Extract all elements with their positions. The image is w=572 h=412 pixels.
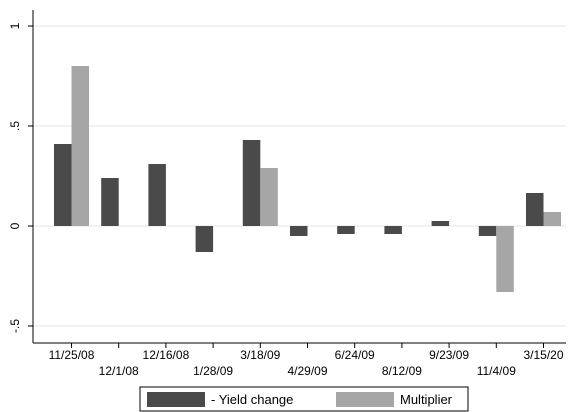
bar-yield-change [337,226,355,234]
x-tick-label: 11/25/08 [49,348,95,362]
bar-yield-change [290,226,308,236]
bar-yield-change [242,140,261,226]
bar-yield-change [54,144,72,226]
x-tick-label: 8/12/09 [382,364,422,378]
bar-yield-change [478,226,497,236]
legend-label: - Yield change [211,392,293,407]
legend-label: Multiplier [400,392,453,407]
x-tick-label: 3/18/09 [240,348,280,362]
y-tick-label: -.5 [8,319,22,333]
y-tick-label: 0 [8,222,22,229]
bars [54,66,561,292]
bar-multiplier [496,226,514,292]
y-axis: -.5 0 .5 1 [8,10,34,343]
x-tick-label: 9/23/09 [429,348,469,362]
y-tick-label: .5 [8,121,22,131]
legend: - Yield change Multiplier [139,386,469,412]
bar-yield-change [148,164,166,226]
bar-yield-change [101,178,119,226]
bar-yield-change [526,193,544,226]
x-tick-label: 4/29/09 [287,364,327,378]
bar-yield-change [431,221,450,226]
x-tick-label: 3/15/20 [523,348,563,362]
bar-multiplier [71,66,89,226]
y-tick-label: 1 [8,22,22,29]
bar-multiplier [543,212,561,226]
gridlines [33,25,566,327]
bar-yield-change [195,226,214,252]
x-tick-label: 6/24/09 [335,348,375,362]
bar-yield-change [384,226,402,234]
legend-swatch [147,392,205,407]
x-tick-label: 11/4/09 [477,364,516,378]
x-axis: 11/25/08 12/1/08 12/16/081/28/09 3/18/09 4/2… [33,342,566,378]
bar-multiplier [260,168,278,226]
x-tick-label: 1/28/09 [193,364,233,378]
x-tick-label: 12/1/08 [99,364,139,378]
legend-swatch [336,392,394,407]
x-tick-label: 12/16/08 [143,348,190,362]
